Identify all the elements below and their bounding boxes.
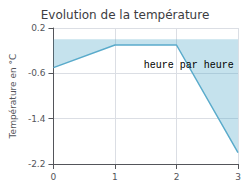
svg-text:-0.6: -0.6 xyxy=(28,68,46,78)
svg-text:0.2: 0.2 xyxy=(31,23,45,33)
svg-text:heure par heure: heure par heure xyxy=(144,60,234,71)
svg-text:-1.4: -1.4 xyxy=(28,114,46,124)
svg-text:-2.2: -2.2 xyxy=(28,159,46,169)
svg-text:1: 1 xyxy=(112,172,118,182)
svg-text:2: 2 xyxy=(174,172,180,182)
svg-text:3: 3 xyxy=(235,172,241,182)
svg-text:Température en °C: Température en °C xyxy=(8,54,18,140)
svg-text:Evolution de la température: Evolution de la température xyxy=(41,8,210,22)
svg-text:0: 0 xyxy=(51,172,57,182)
